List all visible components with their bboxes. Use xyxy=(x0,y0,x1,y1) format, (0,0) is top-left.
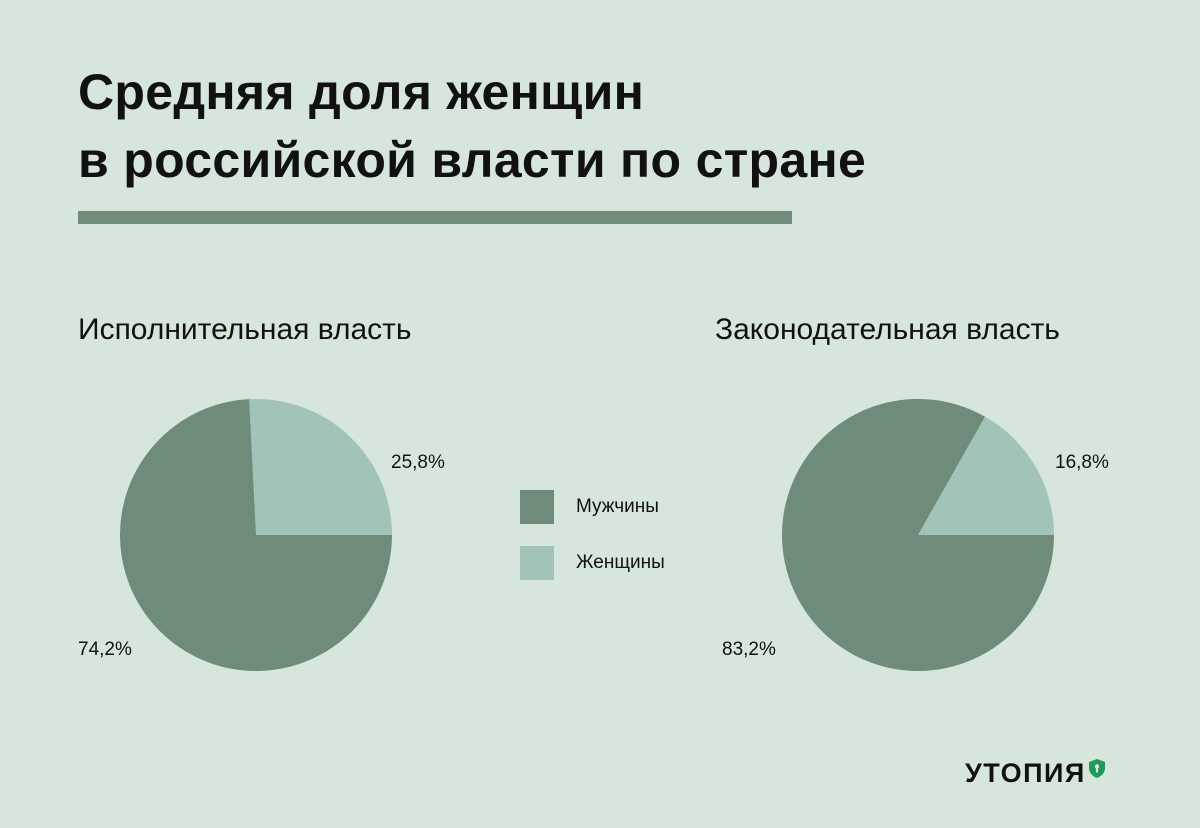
legend-item-men: Мужчины xyxy=(520,490,665,524)
legislative-pie-chart xyxy=(782,399,1054,671)
legislative-pie-slice-men xyxy=(782,399,1054,671)
title-underline-bar xyxy=(78,211,792,224)
title-line-2: в российской власти по стране xyxy=(78,132,867,188)
legend-item-women: Женщины xyxy=(520,546,665,580)
executive-pie-slice-men xyxy=(119,399,392,671)
title-line-1: Средняя доля женщин xyxy=(78,64,645,120)
executive-pie-chart xyxy=(119,398,392,671)
executive-men-label: 74,2% xyxy=(78,639,132,660)
executive-women-label: 25,8% xyxy=(391,452,445,473)
legend-swatch-men xyxy=(520,490,554,524)
legend-swatch-women xyxy=(520,546,554,580)
legislative-chart-title: Законодательная власть xyxy=(715,313,1060,346)
legislative-men-label: 83,2% xyxy=(722,639,776,660)
shield-lock-icon xyxy=(1088,759,1105,778)
page-title: Средняя доля женщин в российской власти … xyxy=(78,58,866,194)
legend-label-men: Мужчины xyxy=(576,496,659,517)
legislative-pie-slice-women xyxy=(918,416,1054,535)
executive-pie-slice-women xyxy=(249,398,392,535)
executive-chart-title: Исполнительная власть xyxy=(78,313,412,346)
legend-label-women: Женщины xyxy=(576,552,665,573)
brand-logo: УТОПИЯ xyxy=(965,758,1105,789)
chart-legend: Мужчины Женщины xyxy=(520,490,665,602)
brand-name: УТОПИЯ xyxy=(965,758,1086,788)
legislative-women-label: 16,8% xyxy=(1055,452,1109,473)
